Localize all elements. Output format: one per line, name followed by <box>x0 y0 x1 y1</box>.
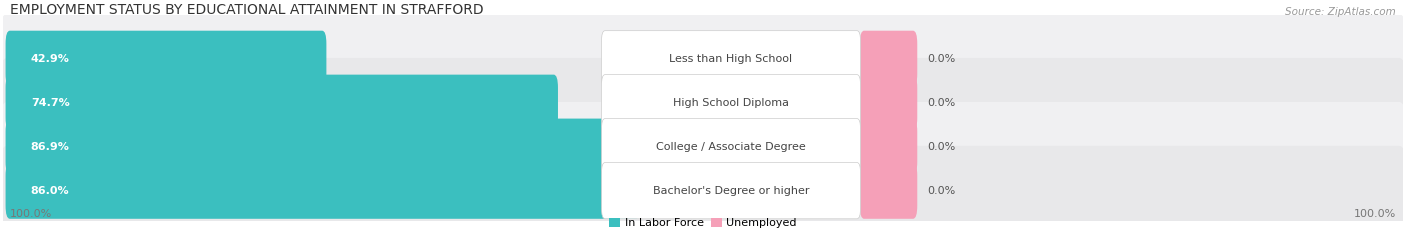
Text: Bachelor's Degree or higher: Bachelor's Degree or higher <box>652 186 810 196</box>
Text: College / Associate Degree: College / Associate Degree <box>657 142 806 152</box>
Text: 0.0%: 0.0% <box>927 186 955 196</box>
Text: High School Diploma: High School Diploma <box>673 98 789 108</box>
Text: Source: ZipAtlas.com: Source: ZipAtlas.com <box>1285 7 1396 17</box>
Text: 42.9%: 42.9% <box>31 54 70 64</box>
Text: 74.7%: 74.7% <box>31 98 69 108</box>
FancyBboxPatch shape <box>0 58 1406 147</box>
FancyBboxPatch shape <box>6 163 640 219</box>
Text: 0.0%: 0.0% <box>927 142 955 152</box>
Text: 0.0%: 0.0% <box>927 98 955 108</box>
Text: 100.0%: 100.0% <box>1354 209 1396 219</box>
FancyBboxPatch shape <box>6 75 558 131</box>
FancyBboxPatch shape <box>6 119 647 175</box>
FancyBboxPatch shape <box>6 31 326 87</box>
FancyBboxPatch shape <box>0 146 1406 233</box>
Text: 100.0%: 100.0% <box>10 209 52 219</box>
FancyBboxPatch shape <box>602 31 860 87</box>
FancyBboxPatch shape <box>0 102 1406 192</box>
Text: EMPLOYMENT STATUS BY EDUCATIONAL ATTAINMENT IN STRAFFORD: EMPLOYMENT STATUS BY EDUCATIONAL ATTAINM… <box>10 3 484 17</box>
FancyBboxPatch shape <box>860 31 917 87</box>
FancyBboxPatch shape <box>602 119 860 175</box>
FancyBboxPatch shape <box>860 163 917 219</box>
FancyBboxPatch shape <box>602 163 860 219</box>
Text: 86.9%: 86.9% <box>31 142 70 152</box>
Text: 0.0%: 0.0% <box>927 54 955 64</box>
FancyBboxPatch shape <box>0 14 1406 104</box>
Text: 86.0%: 86.0% <box>31 186 69 196</box>
FancyBboxPatch shape <box>602 75 860 131</box>
Legend: In Labor Force, Unemployed: In Labor Force, Unemployed <box>605 213 801 232</box>
FancyBboxPatch shape <box>860 75 917 131</box>
Text: Less than High School: Less than High School <box>669 54 793 64</box>
FancyBboxPatch shape <box>860 119 917 175</box>
